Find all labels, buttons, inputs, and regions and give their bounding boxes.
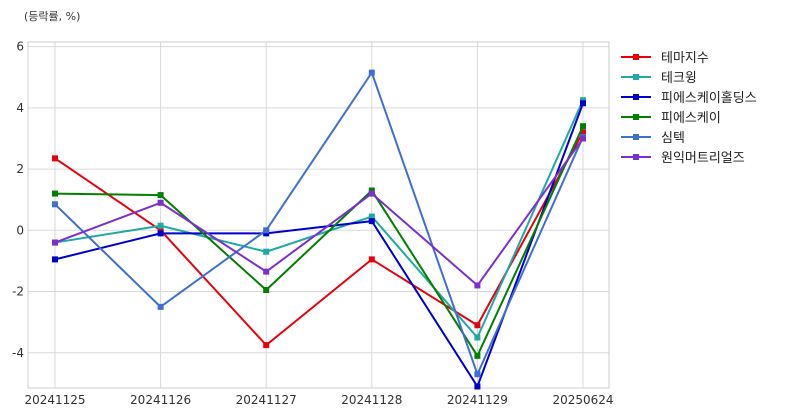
axes: -4 -2 0 2 4 6 20241125 20241126 20241127 20241128… bbox=[12, 40, 614, 407]
data-point bbox=[474, 371, 481, 378]
series-line bbox=[54, 99, 584, 339]
legend-label: 피에스케이홀딩스 bbox=[661, 91, 757, 106]
data-point bbox=[263, 227, 270, 234]
x-tick-label: 20250624 bbox=[552, 393, 613, 407]
series-4 bbox=[52, 123, 586, 359]
legend-marker bbox=[633, 74, 639, 80]
grid bbox=[28, 42, 609, 388]
data-point bbox=[474, 352, 481, 359]
series-line bbox=[54, 102, 584, 388]
data-point bbox=[368, 218, 375, 225]
series-3 bbox=[52, 100, 586, 390]
data-point bbox=[580, 129, 586, 136]
series-1 bbox=[52, 129, 586, 349]
legend-item: 테마지수 bbox=[621, 51, 709, 66]
legend-label: 원익머트리얼즈 bbox=[661, 151, 745, 166]
legend-label: 심텍 bbox=[661, 131, 685, 146]
data-point bbox=[580, 97, 586, 104]
series-line bbox=[54, 71, 584, 376]
y-tick-label: -2 bbox=[12, 285, 24, 299]
x-tick-label: 20241127 bbox=[236, 393, 297, 407]
x-tick-label: 20241128 bbox=[341, 393, 402, 407]
legend-marker bbox=[633, 154, 639, 160]
data-point bbox=[52, 190, 58, 197]
data-point bbox=[263, 342, 270, 349]
series-line bbox=[54, 137, 584, 287]
legend-marker bbox=[633, 54, 639, 60]
legend-marker bbox=[633, 134, 639, 140]
legend-label: 테크윙 bbox=[661, 70, 697, 86]
data-point bbox=[368, 190, 375, 197]
data-point bbox=[368, 213, 375, 220]
legend-item: 심텍 bbox=[621, 131, 685, 146]
data-point bbox=[263, 248, 270, 255]
data-point bbox=[263, 268, 270, 275]
data-point bbox=[474, 334, 481, 341]
data-point bbox=[474, 322, 481, 329]
data-point bbox=[580, 135, 586, 142]
series-6 bbox=[52, 135, 586, 289]
data-point bbox=[474, 383, 481, 390]
y-tick-label: 0 bbox=[16, 223, 24, 237]
x-tick-label: 20241129 bbox=[447, 393, 508, 407]
series-lines bbox=[52, 69, 586, 390]
series-line bbox=[54, 131, 584, 347]
y-tick-label: 4 bbox=[16, 101, 24, 115]
legend-marker bbox=[633, 94, 639, 100]
y-tick-label: 6 bbox=[16, 40, 24, 54]
legend-label: 피에스케이 bbox=[661, 111, 721, 126]
legend-item: 피에스케이홀딩스 bbox=[621, 91, 757, 106]
legend-item: 피에스케이 bbox=[621, 111, 721, 126]
data-point bbox=[263, 287, 270, 294]
data-point bbox=[157, 199, 164, 206]
data-point bbox=[263, 230, 270, 237]
legend-item: 테크윙 bbox=[621, 70, 697, 86]
x-tick-label: 20241126 bbox=[130, 393, 191, 407]
data-point bbox=[157, 192, 164, 199]
data-point bbox=[157, 227, 164, 234]
data-point bbox=[368, 187, 375, 194]
legend-marker bbox=[633, 114, 639, 120]
data-point bbox=[157, 230, 164, 237]
series-2 bbox=[52, 97, 586, 341]
unit-label: (등락률, %) bbox=[24, 10, 80, 23]
data-point bbox=[52, 155, 58, 162]
data-point bbox=[52, 256, 58, 263]
y-tick-label: -4 bbox=[12, 346, 24, 360]
data-point bbox=[52, 201, 58, 208]
legend-label: 테마지수 bbox=[661, 51, 709, 66]
data-point bbox=[368, 69, 375, 76]
legend-item: 원익머트리얼즈 bbox=[621, 151, 745, 166]
data-point bbox=[157, 303, 164, 310]
data-point bbox=[580, 123, 586, 130]
data-point bbox=[157, 222, 164, 229]
x-tick-label: 20241125 bbox=[24, 393, 85, 407]
plot-frame bbox=[27, 41, 610, 389]
data-point bbox=[580, 100, 586, 107]
data-point bbox=[52, 239, 58, 246]
data-point bbox=[474, 282, 481, 289]
y-tick-label: 2 bbox=[16, 162, 24, 176]
data-point bbox=[368, 256, 375, 263]
series-line bbox=[54, 125, 584, 357]
series-5 bbox=[52, 69, 586, 378]
